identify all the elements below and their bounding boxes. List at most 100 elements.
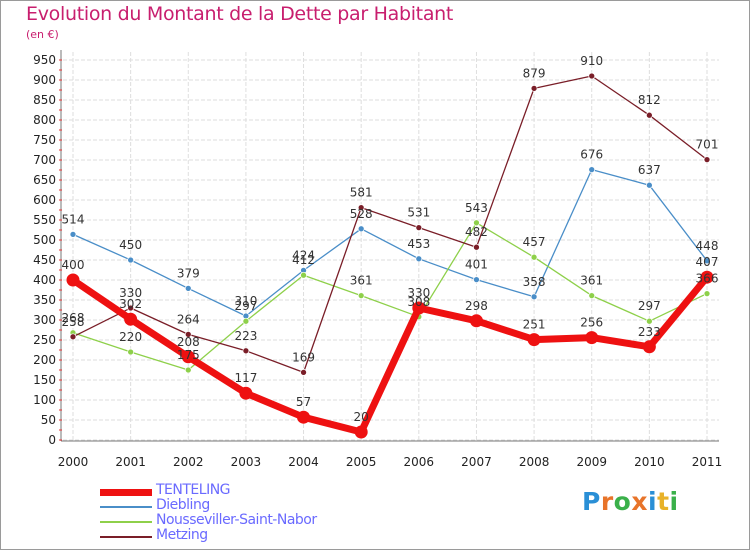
- data-label-nousseviller-saint-nabor: 412: [292, 253, 315, 267]
- y-tick-label: 150: [33, 373, 56, 387]
- data-label-tenteling: 298: [465, 299, 488, 313]
- logo-letter: t: [657, 487, 670, 516]
- data-label-nousseviller-saint-nabor: 361: [350, 274, 373, 288]
- data-point-nousseviller-saint-nabor: [300, 271, 307, 279]
- logo-letter: x: [631, 487, 648, 516]
- y-tick-label: 550: [33, 213, 56, 227]
- data-point-tenteling: [412, 301, 426, 315]
- data-label-tenteling: 251: [523, 318, 546, 332]
- data-label-diebling: 310: [234, 294, 257, 308]
- data-point-diebling: [184, 285, 192, 292]
- data-label-nousseviller-saint-nabor: 268: [62, 311, 85, 325]
- series-line-tenteling: [69, 273, 711, 436]
- data-label-diebling: 676: [580, 148, 603, 162]
- x-tick-label: 2008: [519, 455, 550, 469]
- data-label-metzing: 264: [177, 312, 200, 326]
- data-point-tenteling: [642, 340, 656, 354]
- data-point-tenteling: [700, 270, 714, 284]
- logo-letter: i: [648, 487, 658, 516]
- logo-letter: P: [582, 487, 601, 516]
- legend-swatch-tenteling: [100, 489, 152, 496]
- data-point-metzing: [69, 333, 77, 341]
- y-tick-label: 500: [33, 233, 56, 247]
- y-tick-label: 450: [33, 253, 56, 267]
- data-point-diebling: [127, 256, 134, 264]
- y-tick-label: 700: [33, 153, 56, 167]
- x-tick-label: 2005: [346, 455, 377, 469]
- series-line-metzing: [72, 75, 708, 374]
- data-point-diebling: [588, 166, 596, 173]
- data-label-nousseviller-saint-nabor: 543: [465, 201, 488, 215]
- data-point-metzing: [184, 331, 192, 338]
- data-point-metzing: [127, 304, 134, 312]
- legend-item-diebling: Diebling: [100, 497, 360, 514]
- y-tick-label: 200: [33, 353, 56, 367]
- data-point-diebling: [473, 276, 480, 283]
- legend-label-metzing: Metzing: [156, 527, 208, 543]
- data-label-tenteling: 233: [638, 325, 661, 339]
- y-tick-label: 600: [33, 193, 56, 207]
- data-point-nousseviller-saint-nabor: [357, 292, 365, 299]
- data-point-tenteling: [354, 425, 368, 439]
- x-tick-label: 2001: [115, 455, 146, 469]
- data-point-tenteling: [297, 410, 311, 424]
- data-label-diebling: 453: [407, 237, 430, 251]
- data-point-diebling: [530, 293, 538, 301]
- data-label-diebling: 379: [177, 266, 200, 280]
- data-label-metzing: 910: [580, 54, 603, 68]
- data-label-diebling: 637: [638, 163, 661, 177]
- x-tick-label: 2002: [173, 455, 204, 469]
- y-tick-label: 50: [41, 413, 56, 427]
- data-label-diebling: 424: [292, 248, 315, 262]
- chart-title: Evolution du Montant de la Dette par Hab…: [26, 3, 454, 25]
- legend-item-metzing: Metzing: [100, 527, 360, 544]
- data-label-metzing: 169: [292, 350, 315, 364]
- data-label-tenteling: 302: [119, 297, 142, 311]
- y-tick-label: 650: [33, 173, 56, 187]
- y-tick-label: 100: [33, 393, 56, 407]
- x-tick-label: 2011: [692, 455, 723, 469]
- data-point-metzing: [530, 85, 538, 92]
- data-label-nousseviller-saint-nabor: 308: [407, 295, 430, 309]
- data-label-metzing: 482: [465, 225, 488, 239]
- data-point-tenteling: [469, 314, 483, 328]
- data-point-nousseviller-saint-nabor: [646, 317, 653, 325]
- data-point-diebling: [703, 257, 711, 265]
- logo-letter: r: [600, 487, 614, 516]
- data-label-nousseviller-saint-nabor: 361: [580, 274, 603, 288]
- data-point-nousseviller-saint-nabor: [530, 253, 538, 261]
- proxiti-logo: Proxiti: [582, 487, 679, 516]
- data-label-tenteling: 407: [696, 255, 719, 269]
- x-tick-label: 2006: [404, 455, 435, 469]
- data-label-nousseviller-saint-nabor: 297: [234, 299, 257, 313]
- data-point-nousseviller-saint-nabor: [242, 317, 250, 325]
- data-label-metzing: 258: [62, 315, 85, 329]
- data-label-metzing: 531: [407, 206, 430, 220]
- data-point-tenteling: [585, 331, 599, 345]
- legend-label-diebling: Diebling: [156, 497, 210, 513]
- legend-label-tenteling: TENTELING: [156, 482, 231, 498]
- series-line-nousseviller-saint-nabor: [72, 222, 708, 371]
- series-line-diebling: [72, 168, 708, 317]
- legend-label-nousseviller: Nousseviller-Saint-Nabor: [156, 512, 317, 528]
- data-point-nousseviller-saint-nabor: [473, 219, 480, 227]
- y-tick-label: 850: [33, 93, 56, 107]
- y-tick-label: 900: [33, 73, 56, 87]
- y-tick-label: 350: [33, 293, 56, 307]
- data-point-metzing: [588, 72, 596, 80]
- chart-subtitle: (en €): [26, 28, 59, 41]
- data-point-nousseviller-saint-nabor: [588, 292, 596, 299]
- data-point-tenteling: [124, 312, 138, 326]
- legend-item-tenteling: TENTELING: [100, 482, 360, 499]
- data-point-nousseviller-saint-nabor: [703, 290, 711, 297]
- logo-letter: o: [613, 487, 632, 516]
- y-tick-label: 950: [33, 53, 56, 67]
- data-label-nousseviller-saint-nabor: 297: [638, 299, 661, 313]
- x-tick-label: 2003: [231, 455, 262, 469]
- data-label-tenteling: 330: [407, 286, 430, 300]
- data-label-diebling: 401: [465, 258, 488, 272]
- data-point-tenteling: [66, 273, 80, 287]
- data-point-tenteling: [527, 333, 541, 347]
- y-tick-label: 800: [33, 113, 56, 127]
- x-tick-label: 2004: [288, 455, 319, 469]
